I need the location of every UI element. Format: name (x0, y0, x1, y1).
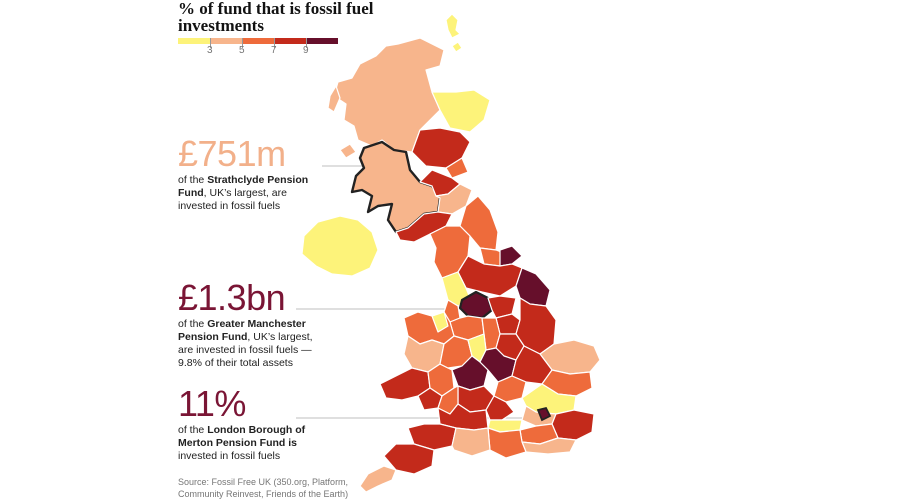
color-legend: 3 5 7 9 (178, 38, 338, 60)
stat-value: £751m (178, 133, 286, 174)
greater-manchester-region (458, 290, 494, 320)
stat-desc-post: invested in fossil fuels (178, 450, 281, 462)
legend-swatch (306, 38, 338, 44)
devon-region (383, 443, 435, 475)
legend-swatches (178, 38, 338, 44)
fife-region (445, 157, 469, 179)
flintshire-region (431, 311, 449, 333)
legend-swatch (210, 38, 242, 44)
stat-merton: 11% of the London Borough of Merton Pens… (178, 386, 328, 463)
mull-region (339, 143, 357, 159)
stat-desc-pre: of the (178, 318, 208, 330)
stat-description: of the Greater Manchester Pension Fund, … (178, 318, 328, 370)
tayside-region (411, 127, 471, 169)
legend-swatch (178, 38, 210, 44)
stat-description: of the Strathclyde Pension Fund, UK’s la… (178, 174, 328, 213)
stat-desc-post: , UK’s largest, are invested in fossil f… (178, 331, 313, 369)
legend-swatch (242, 38, 274, 44)
legend-swatch (274, 38, 306, 44)
dumfries-region (395, 211, 453, 243)
legend-tick-line (306, 38, 307, 48)
western-isles-region (327, 85, 341, 113)
map-title: % of fund that is fossil fuel investment… (178, 0, 374, 35)
stat-desc-bold: Strathclyde Pension Fund (178, 174, 309, 199)
merton-region (536, 406, 552, 422)
stat-description: of the London Borough of Merton Pension … (178, 424, 328, 463)
orkney-region (451, 41, 463, 53)
stat-desc-pre: of the (178, 424, 208, 436)
legend-tick-line (274, 38, 275, 48)
stat-strathclyde: £751m of the Strathclyde Pension Fund, U… (178, 136, 328, 213)
shetland-region (445, 13, 461, 39)
hampshire-region (487, 427, 527, 459)
teesside-region (499, 245, 523, 267)
sussex-region (521, 437, 577, 455)
legend-tick-label: 9 (303, 45, 309, 56)
legend-tick-label: 3 (207, 45, 213, 56)
stat-desc-bold: Greater Manchester Pension Fund (178, 318, 306, 343)
legend-tick-line (242, 38, 243, 48)
northern-ireland-region (301, 215, 379, 277)
stat-value: 11% (178, 383, 246, 424)
stat-desc-pre: of the (178, 174, 208, 186)
stat-desc-bold: London Borough of Merton Pension Fund is (178, 424, 306, 449)
dorset-region (451, 427, 491, 457)
kent-region (551, 409, 595, 441)
stat-greater-manchester: £1.3bn of the Greater Manchester Pension… (178, 280, 328, 370)
stat-desc-post: , UK’s largest, are invested in fossil f… (178, 187, 287, 212)
aberdeen-region (431, 89, 491, 133)
stat-value: £1.3bn (178, 277, 286, 318)
legend-tick-label: 7 (271, 45, 277, 56)
source-note: Source: Fossil Free UK (350.org, Platfor… (178, 477, 349, 499)
legend-tick-line (210, 38, 211, 48)
cornwall-region (359, 465, 397, 493)
legend-tick-label: 5 (239, 45, 245, 56)
